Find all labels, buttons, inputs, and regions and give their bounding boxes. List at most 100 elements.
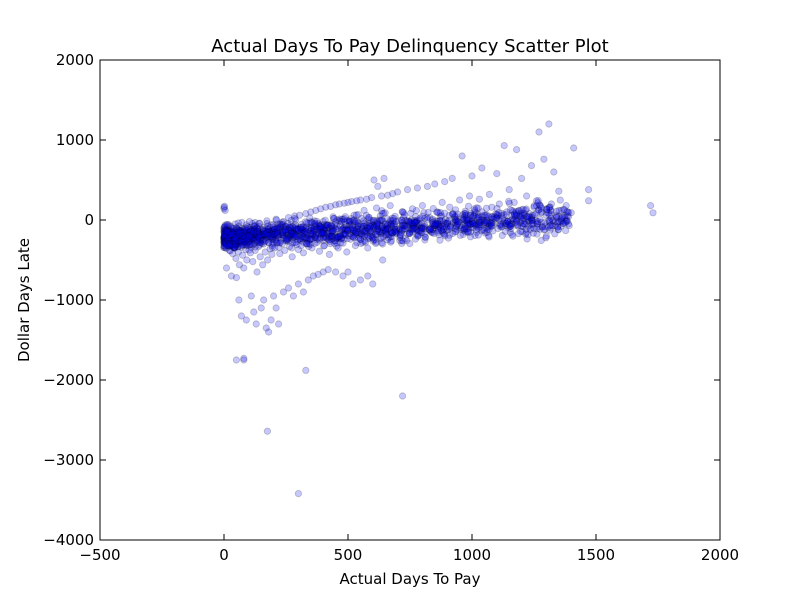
scatter-point [429,225,438,233]
scatter-point [542,208,551,216]
scatter-point [230,242,238,250]
scatter-point [377,192,386,200]
scatter-point [241,228,249,236]
scatter-point [429,221,437,229]
scatter-point [310,228,318,236]
scatter-point [220,203,228,211]
scatter-point [226,227,234,235]
scatter-point [278,230,287,238]
scatter-point [221,229,229,237]
scatter-point [226,240,234,248]
scatter-point [413,217,421,225]
scatter-point [372,239,380,247]
scatter-point [255,219,264,227]
scatter-point [273,220,282,228]
scatter-point [286,231,295,239]
scatter-point [538,223,546,231]
scatter-point [225,235,233,243]
scatter-point [467,217,475,225]
scatter-point [371,216,379,224]
y-tick-label: −3000 [43,451,94,469]
scatter-point [497,221,505,229]
scatter-point [354,228,362,237]
scatter-point [364,215,372,223]
scatter-point [344,268,352,276]
scatter-point [251,243,259,251]
scatter-point [513,220,521,229]
scatter-point [413,219,421,227]
scatter-point [284,284,293,292]
scatter-point [228,241,236,249]
scatter-point [464,224,473,233]
scatter-point [508,230,516,239]
scatter-point [314,221,322,229]
scatter-point [253,229,261,237]
scatter-point [350,226,358,235]
scatter-point [253,268,261,276]
scatter-point [364,244,372,252]
scatter-point [266,223,274,231]
scatter-point [243,228,251,236]
scatter-point [260,226,268,234]
scatter-point [279,288,288,296]
scatter-point [220,202,229,210]
scatter-point [398,226,406,234]
scatter-point [223,237,231,245]
scatter-point [367,217,375,225]
scatter-point [352,211,360,219]
scatter-point [341,231,349,239]
scatter-point [244,229,252,237]
scatter-point [257,236,265,244]
scatter-point [546,222,554,230]
scatter-point [520,211,528,219]
scatter-point [298,235,307,243]
scatter-point [315,224,323,232]
scatter-point [532,202,541,210]
scatter-point [232,236,240,244]
scatter-point [253,224,261,232]
scatter-point [340,215,349,223]
scatter-point [275,227,283,235]
y-tick-label: −4000 [43,531,94,549]
scatter-point [281,246,289,254]
scatter-point [527,213,536,221]
scatter-point [220,226,229,234]
scatter-point [541,219,549,227]
scatter-point [519,220,527,228]
scatter-point [254,234,262,242]
scatter-point [327,233,335,241]
scatter-point [307,208,315,216]
scatter-point [263,427,271,435]
scatter-point [244,234,252,242]
scatter-point [291,239,299,247]
scatter-point [268,250,276,258]
scatter-point [272,236,280,244]
scatter-point [562,216,571,224]
scatter-point [226,235,234,243]
scatter-point [562,227,570,235]
scatter-point [262,237,270,245]
scatter-point [306,241,315,249]
scatter-point [232,224,240,232]
scatter-point [554,223,562,231]
scatter-point [489,221,497,229]
scatter-point [369,221,377,229]
scatter-point [269,292,278,300]
scatter-point [246,237,254,245]
scatter-point [413,222,421,230]
scatter-point [292,225,300,233]
scatter-point [224,242,233,250]
scatter-point [389,220,398,228]
scatter-point [252,320,260,328]
scatter-point [282,235,290,243]
scatter-point [233,230,241,238]
scatter-point [378,223,386,231]
scatter-point [403,186,412,194]
y-tick-label: −2000 [43,371,94,389]
scatter-point [227,242,235,250]
scatter-point [384,234,392,242]
scatter-point [270,228,278,236]
scatter-point [232,273,240,282]
scatter-point [278,220,286,228]
scatter-point [288,253,296,261]
